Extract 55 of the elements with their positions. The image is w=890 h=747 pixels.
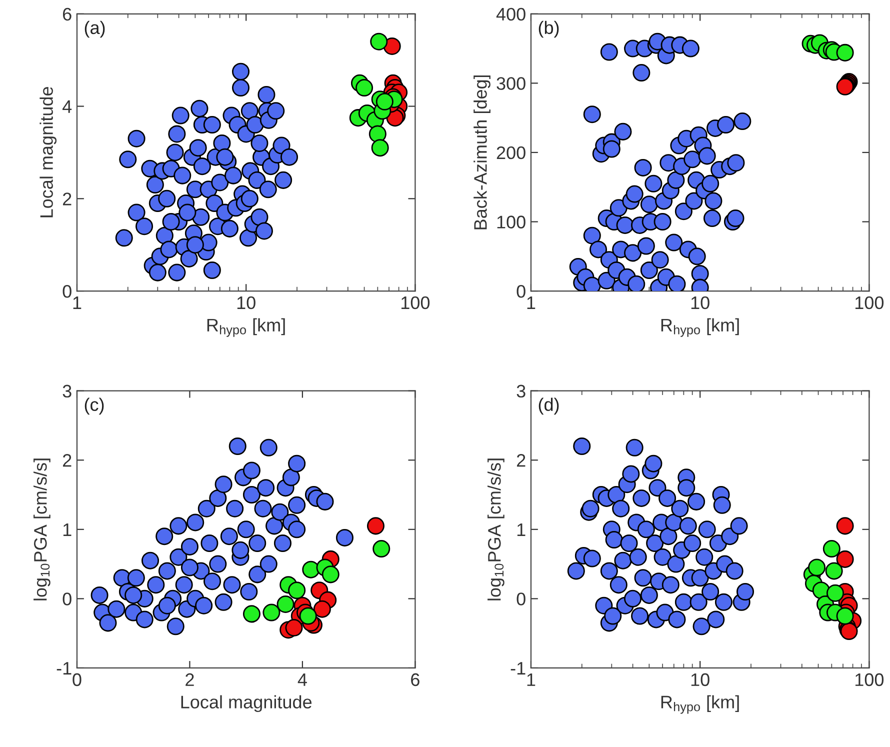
y-tick-label: 4	[62, 100, 72, 113]
x-axis-title: R$_{hypo}$ [km]	[661, 318, 739, 337]
x-tick-label: 10	[691, 673, 710, 686]
point	[242, 605, 260, 623]
y-tick-label: 200	[496, 146, 526, 160]
x-axis-title: R$_{hypo}$ [km]	[207, 318, 285, 337]
y-axis-title: Local magnitude	[40, 87, 57, 218]
x-tick-label: 2	[186, 673, 194, 686]
y-tick-label: 2	[62, 192, 72, 206]
x-tick-label: 10	[691, 296, 710, 310]
y-tick-label: 0	[516, 284, 526, 298]
x-tick-label: 1	[527, 296, 536, 309]
y-tick-label: 3	[62, 384, 72, 398]
y-tick-label: 1	[517, 524, 526, 536]
x-tick-label: 10	[237, 296, 256, 310]
y-tick-label: -1	[56, 662, 72, 675]
y-axis-title: log$_{10}$PGA [cm/s/s]	[488, 458, 504, 600]
y-tick-label: 2	[516, 454, 526, 467]
point	[366, 517, 384, 535]
x-tick-label: 100	[855, 296, 884, 310]
y-tick-label: 3	[516, 384, 526, 398]
point	[313, 600, 331, 618]
x-tick-label: 100	[855, 673, 884, 686]
y-tick-label: 6	[63, 8, 72, 21]
y-tick-label: 0	[516, 592, 526, 606]
y-tick-label: -1	[510, 662, 526, 675]
x-axis-title: Local magnitude	[181, 695, 312, 712]
x-tick-label: 100	[402, 296, 430, 310]
x-tick-label: 6	[411, 673, 420, 686]
point	[302, 560, 320, 578]
x-axis-title: R$_{hypo}$ [km]	[661, 695, 739, 714]
y-tick-label: 2	[62, 454, 72, 467]
point	[262, 604, 280, 622]
point	[288, 582, 306, 600]
point	[285, 619, 303, 637]
annotation: (a)	[84, 20, 105, 38]
point	[322, 566, 340, 584]
annotation: (d)	[538, 398, 559, 415]
y-tick-label: 1	[63, 524, 72, 536]
point	[276, 595, 294, 613]
y-tick-label: 0	[62, 592, 72, 606]
annotation: (b)	[538, 20, 559, 38]
x-tick-label: 1	[527, 673, 536, 686]
point	[372, 540, 390, 558]
y-axis-title: log$_{10}$PGA [cm/s/s]	[34, 458, 50, 600]
y-tick-label: 0	[62, 284, 72, 298]
y-tick-label: 300	[496, 77, 526, 90]
x-tick-label: 0	[72, 673, 82, 686]
y-tick-label: 100	[497, 216, 526, 228]
y-axis-title: Back-Azimuth [deg]	[474, 75, 490, 230]
x-tick-label: 4	[298, 673, 307, 686]
y-tick-label: 400	[496, 8, 526, 21]
x-tick-label: 1	[73, 296, 82, 309]
point	[299, 607, 317, 625]
annotation: (c)	[84, 398, 104, 415]
